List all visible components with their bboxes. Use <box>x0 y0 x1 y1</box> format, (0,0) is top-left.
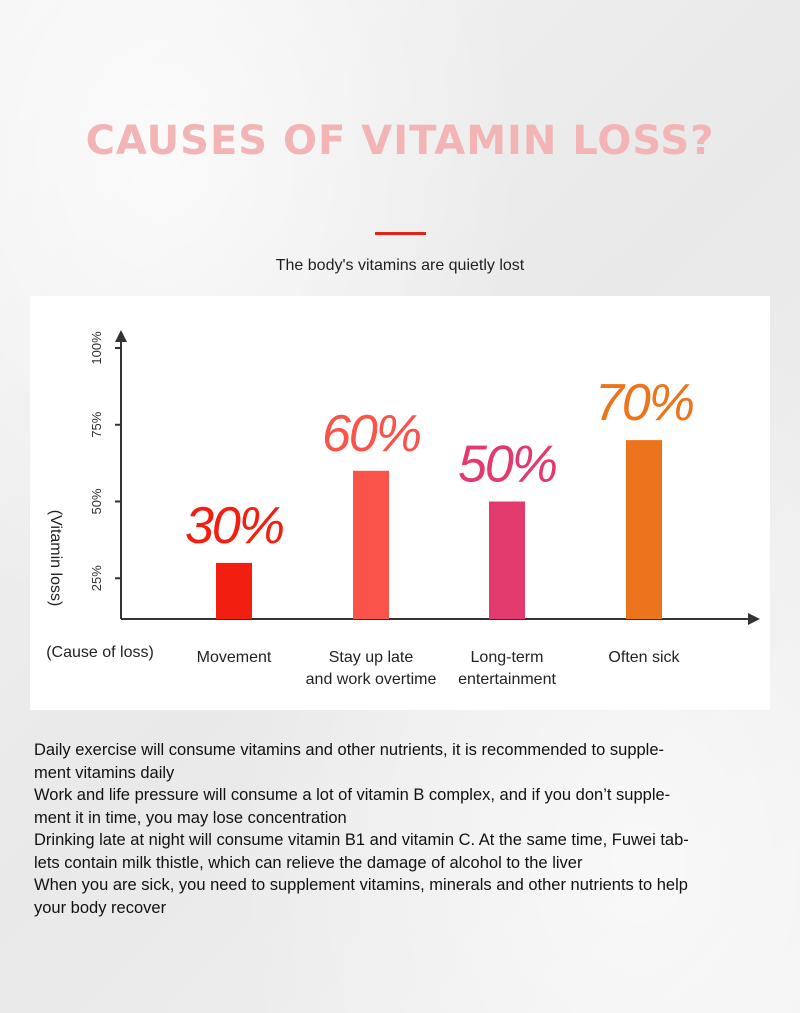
y-tick-label: 50% <box>89 488 104 514</box>
bar <box>353 470 389 619</box>
y-tick-label: 25% <box>89 565 104 591</box>
category-label: Long-term <box>471 649 544 666</box>
value-label: 60% <box>322 405 420 463</box>
description-line: ment it in time, you may lose concentrat… <box>34 808 347 827</box>
y-tick-label: 75% <box>89 411 104 437</box>
y-axis-arrow <box>115 330 127 342</box>
x-axis-arrow <box>748 613 760 625</box>
value-label: 30% <box>185 497 283 555</box>
title-divider <box>375 232 426 235</box>
y-tick-label: 100% <box>89 331 104 365</box>
x-axis-label: (Cause of loss) <box>46 644 154 661</box>
description-line: When you are sick, you need to supplemen… <box>34 876 688 894</box>
description-line: Daily exercise will consume vitamins and… <box>34 741 665 759</box>
bar <box>626 440 662 619</box>
y-axis-label: (Vitamin loss) <box>47 510 64 607</box>
bar <box>489 501 525 619</box>
description-line: your body recover <box>34 898 167 917</box>
category-label: entertainment <box>458 671 556 688</box>
description-line: lets contain milk thistle, which can rel… <box>34 853 583 872</box>
page-subtitle: The body's vitamins are quietly lost <box>275 257 525 274</box>
category-label: and work overtime <box>306 671 437 688</box>
bar <box>216 562 252 619</box>
description-line: ment vitamins daily <box>34 763 175 782</box>
value-label: 50% <box>458 436 556 494</box>
description: Daily exercise will consume vitamins and… <box>34 739 764 919</box>
category-label: Stay up late <box>329 649 414 666</box>
page-title: CAUSES OF VITAMIN LOSS? <box>85 118 715 164</box>
bar-chart: 25% 50% 75% 100% (Vitamin loss) (Cause of los… <box>46 330 760 688</box>
description-line: Work and life pressure will consume a lo… <box>34 786 671 804</box>
value-label: 70% <box>595 374 693 432</box>
category-label: Movement <box>197 649 272 666</box>
category-label: Often sick <box>608 649 680 666</box>
description-line: Drinking late at night will consume vita… <box>34 831 689 849</box>
chart-panel: 25% 50% 75% 100% (Vitamin loss) (Cause of los… <box>30 296 770 710</box>
